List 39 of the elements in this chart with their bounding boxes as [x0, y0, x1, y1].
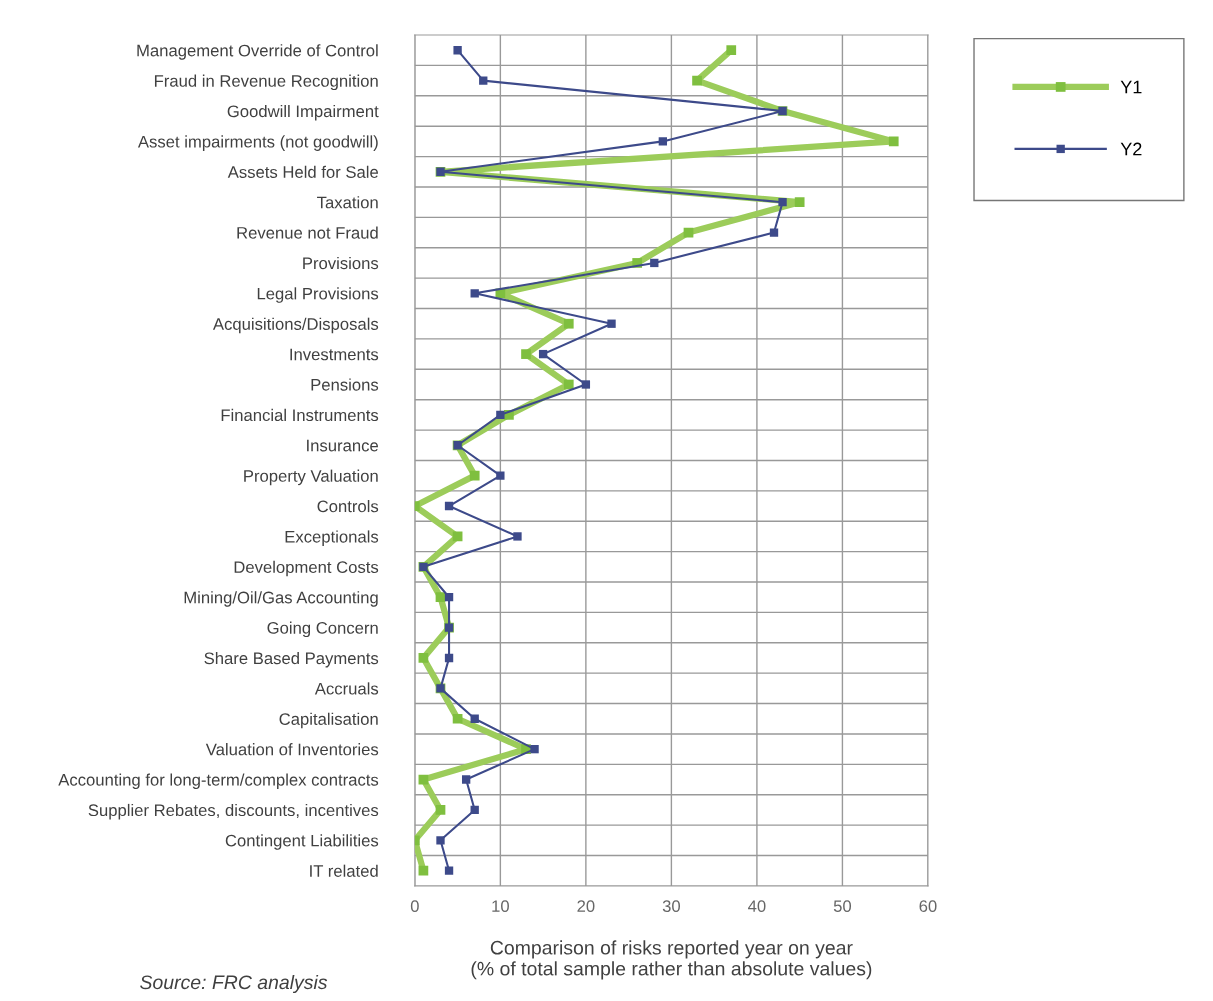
y-tick-label: Revenue not Fraud — [237, 226, 378, 239]
y-tick-label: Investments — [290, 348, 379, 361]
y-tick-label: Pensions — [311, 378, 379, 391]
x-tick-label: 20 — [577, 900, 595, 913]
x-tick-label: 30 — [662, 900, 681, 913]
x-tick-label: 40 — [748, 900, 766, 913]
y-tick-label: Taxation — [317, 196, 378, 209]
y-tick-label: Management Override of Control — [137, 44, 378, 60]
y-tick-label: Supplier Rebates, discounts, incentives — [88, 803, 379, 820]
y-tick-label: Acquisitions/Disposals — [212, 317, 379, 334]
y-tick-label: Accruals — [314, 682, 379, 695]
y-tick-label: Share Based Payments — [204, 651, 379, 668]
y-tick-label: Property Valuation — [244, 469, 378, 486]
x-tick-label: 10 — [492, 900, 509, 913]
y-tick-label: Going Concern — [267, 621, 378, 638]
y-tick-label: Asset impairments (not goodwill) — [137, 135, 378, 151]
y-tick-label: Mining/Oil/Gas Accounting — [184, 591, 378, 607]
y-tick-label: Capitalisation — [279, 712, 378, 729]
x-tick-label: 0 — [410, 900, 419, 913]
y-tick-label: Exceptionals — [285, 530, 379, 546]
y-tick-label: Controls — [317, 500, 379, 513]
legend-label: Y1 — [1120, 80, 1142, 94]
y-tick-label: Contingent Liabilities — [225, 834, 379, 850]
y-tick-label: Financial Instruments — [221, 408, 379, 422]
x-tick-label: 60 — [919, 900, 937, 913]
x-tick-label: 50 — [833, 900, 852, 913]
y-tick-label: Provisions — [303, 256, 379, 270]
y-tick-label: Development Costs — [234, 560, 379, 577]
y-tick-label: Insurance — [307, 439, 378, 452]
y-tick-label: Accounting for long-term/complex contracts — [58, 773, 379, 790]
y-tick-label: Fraud in Revenue Recognition — [154, 74, 378, 91]
y-tick-label: Assets Held for Sale — [227, 165, 378, 178]
y-tick-label: Goodwill Impairment — [227, 104, 379, 121]
x-axis-title: Comparison of risks reported year on year (% of total sample rather than absolute values) — [471, 940, 872, 980]
source-note: Source: FRC analysis — [140, 974, 328, 994]
y-tick-label: Valuation of Inventories — [205, 743, 379, 756]
y-tick-label: Legal Provisions — [257, 287, 379, 303]
legend-label: Y2 — [1120, 142, 1142, 156]
y-tick-label: IT related — [310, 864, 378, 877]
